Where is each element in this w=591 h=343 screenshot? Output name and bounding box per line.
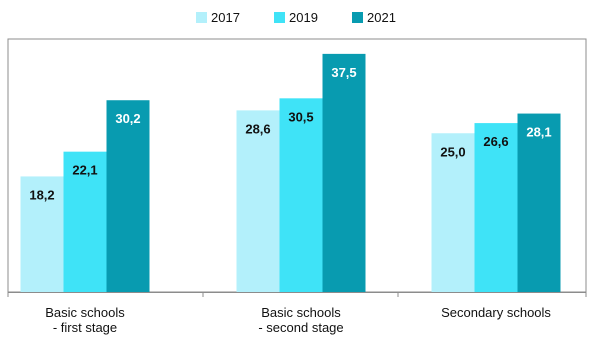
legend-swatch-2019: [274, 12, 285, 23]
value-label-2017-category-1: 18,2: [29, 187, 54, 202]
x-tick-label-category-2: Basic schools - second stage: [258, 305, 343, 335]
x-tick-label-line: - second stage: [258, 320, 343, 335]
x-tick-label-line: Secondary schools: [441, 305, 551, 320]
value-label-2019-category-2: 30,5: [288, 109, 313, 124]
value-label-2021-category-3: 28,1: [526, 125, 551, 140]
value-label-2017-category-2: 28,6: [245, 121, 270, 136]
legend-label-2019: 2019: [289, 10, 318, 25]
bar-2019-category-1: [63, 151, 107, 292]
legend-swatch-2017: [196, 12, 207, 23]
bar-2019-category-2: [279, 98, 323, 292]
value-label-2019-category-3: 26,6: [483, 134, 508, 149]
bar-2017-category-1: [20, 176, 64, 292]
value-label-2017-category-3: 25,0: [440, 144, 465, 159]
bar-2021-category-1: [106, 100, 150, 292]
x-tick-label-category-3: Secondary schools: [441, 305, 551, 320]
bar-2017-category-3: [431, 133, 475, 292]
x-tick-label-line: Basic schools: [45, 305, 125, 320]
value-label-2021-category-2: 37,5: [331, 65, 356, 80]
legend: 2017 2019 2021: [196, 10, 396, 25]
legend-label-2017: 2017: [211, 10, 240, 25]
x-tick-label-line: Basic schools: [261, 305, 341, 320]
bars-group: [20, 53, 561, 292]
x-tick-label-line: - first stage: [53, 320, 117, 335]
bar-2021-category-3: [517, 113, 561, 292]
value-label-2021-category-1: 30,2: [115, 111, 140, 126]
bar-2019-category-3: [474, 123, 518, 292]
legend-label-2021: 2021: [367, 10, 396, 25]
bar-2021-category-2: [322, 53, 366, 292]
value-labels-group: 18,2 22,1 30,2 28,6 30,5 37,5 25,0 26,6 28,1: [29, 65, 551, 203]
bar-2017-category-2: [236, 110, 280, 292]
legend-swatch-2021: [352, 12, 363, 23]
x-tick-label-category-1: Basic schools - first stage: [45, 305, 125, 335]
value-label-2019-category-1: 22,1: [72, 163, 97, 178]
